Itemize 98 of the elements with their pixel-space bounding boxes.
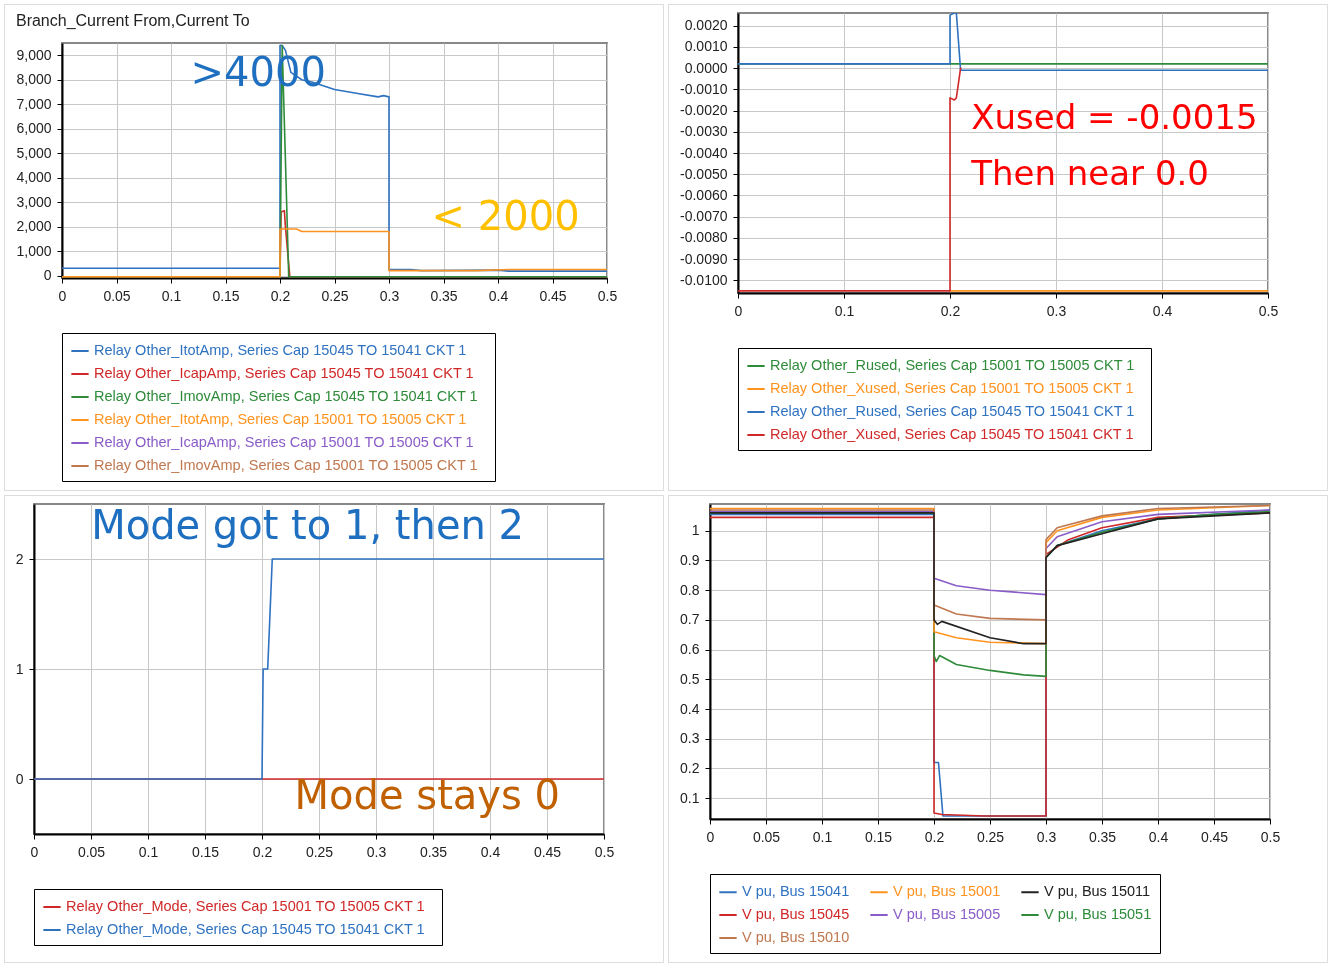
y-tick-label: -0.0100 bbox=[680, 271, 728, 288]
y-tick-label: 2,000 bbox=[16, 218, 52, 235]
annotation: < 2000 bbox=[431, 193, 580, 240]
x-tick-label: 0.5 bbox=[594, 843, 615, 860]
x-tick-label: 0.35 bbox=[430, 287, 458, 304]
x-tick-label: 0.4 bbox=[480, 843, 501, 860]
x-tick-label: 0.35 bbox=[1088, 828, 1117, 845]
legend-label: V pu, Bus 15041 bbox=[742, 883, 850, 900]
x-tick-label: 0.45 bbox=[1200, 828, 1229, 845]
y-tick-label: -0.0010 bbox=[680, 80, 728, 97]
x-tick-label: 0.3 bbox=[379, 287, 400, 304]
y-tick-label: 0 bbox=[15, 770, 24, 787]
x-tick-label: 0.5 bbox=[1258, 302, 1279, 319]
y-tick-label: 0.0000 bbox=[684, 59, 728, 76]
x-tick-label: 0.2 bbox=[924, 828, 945, 845]
y-tick-label: 0.7 bbox=[680, 611, 700, 628]
y-tick-label: 0.1 bbox=[680, 789, 700, 806]
legend-label: Relay Other_ImovAmp, Series Cap 15045 TO 15041 CKT 1 bbox=[94, 388, 478, 404]
x-tick-label: 0.35 bbox=[419, 843, 448, 860]
legend-label: Relay Other_ItotAmp, Series Cap 15045 TO 15041 CKT 1 bbox=[94, 342, 467, 358]
x-tick-label: 0.3 bbox=[366, 843, 387, 860]
legend-label: V pu, Bus 15001 bbox=[893, 883, 1001, 900]
x-tick-label: 0.4 bbox=[1148, 828, 1169, 845]
y-tick-label: 0.6 bbox=[680, 641, 700, 658]
x-tick-label: 0.2 bbox=[270, 287, 291, 304]
x-tick-label: 0.2 bbox=[252, 843, 273, 860]
legend-label: V pu, Bus 15005 bbox=[893, 906, 1001, 922]
y-tick-label: 0.5 bbox=[680, 670, 700, 687]
chart-title: Branch_Current From,Current To bbox=[15, 12, 250, 30]
x-tick-label: 0.45 bbox=[533, 843, 562, 860]
y-tick-label: 2 bbox=[15, 550, 24, 567]
y-tick-label: 8,000 bbox=[16, 71, 52, 88]
y-tick-label: 0.0010 bbox=[684, 38, 728, 55]
legend-label: V pu, Bus 15051 bbox=[1044, 906, 1152, 922]
x-tick-label: 0 bbox=[734, 302, 743, 319]
y-tick-label: 0.2 bbox=[680, 759, 700, 776]
y-tick-label: 0 bbox=[43, 267, 52, 284]
x-tick-label: 0.1 bbox=[834, 302, 855, 319]
annotation: Mode got to 1, then 2 bbox=[91, 502, 525, 549]
annotation: Then near 0.0 bbox=[970, 153, 1209, 194]
y-tick-label: -0.0050 bbox=[680, 165, 728, 182]
annotation: Mode stays 0 bbox=[294, 771, 561, 818]
x-tick-label: 0.05 bbox=[77, 843, 106, 860]
annotation: Xused = -0.0015 bbox=[971, 97, 1258, 138]
y-tick-label: -0.0020 bbox=[680, 102, 728, 119]
y-tick-label: 9,000 bbox=[16, 46, 52, 63]
y-tick-label: 3,000 bbox=[16, 193, 52, 210]
legend-label: Relay Other_IcapAmp, Series Cap 15045 TO 15041 CKT 1 bbox=[94, 365, 474, 381]
x-tick-label: 0.1 bbox=[812, 828, 833, 845]
legend-label: Relay Other_Mode, Series Cap 15045 TO 15041 CKT 1 bbox=[66, 921, 425, 937]
y-tick-label: 6,000 bbox=[16, 120, 52, 137]
y-tick-label: 0.8 bbox=[680, 581, 700, 598]
y-tick-label: 1 bbox=[691, 522, 700, 539]
y-tick-label: 0.9 bbox=[680, 551, 700, 568]
y-tick-label: -0.0070 bbox=[680, 208, 728, 225]
x-tick-label: 0.45 bbox=[539, 287, 567, 304]
x-tick-label: 0.1 bbox=[161, 287, 182, 304]
y-tick-label: -0.0080 bbox=[680, 229, 728, 246]
x-tick-label: 0.25 bbox=[321, 287, 349, 304]
y-tick-label: 1 bbox=[15, 660, 24, 677]
legend-label: Relay Other_ItotAmp, Series Cap 15001 TO 15005 CKT 1 bbox=[94, 411, 467, 427]
y-tick-label: 7,000 bbox=[16, 95, 52, 112]
x-tick-label: 0.4 bbox=[488, 287, 509, 304]
x-tick-label: 0.5 bbox=[1260, 828, 1281, 845]
y-tick-label: 0.0020 bbox=[684, 17, 728, 34]
legend-label: Relay Other_Rused, Series Cap 15001 TO 15005 CKT 1 bbox=[770, 357, 1135, 373]
x-tick-label: 0.1 bbox=[138, 843, 159, 860]
legend-label: Relay Other_Xused, Series Cap 15045 TO 15041 CKT 1 bbox=[770, 426, 1134, 442]
legend-label: V pu, Bus 15010 bbox=[742, 929, 850, 945]
x-tick-label: 0.15 bbox=[864, 828, 893, 845]
y-tick-label: -0.0060 bbox=[680, 186, 728, 203]
x-tick-label: 0.15 bbox=[212, 287, 240, 304]
x-tick-label: 0.05 bbox=[103, 287, 131, 304]
x-tick-label: 0.15 bbox=[191, 843, 220, 860]
y-tick-label: -0.0040 bbox=[680, 144, 728, 161]
legend-label: Relay Other_Rused, Series Cap 15045 TO 15041 CKT 1 bbox=[770, 403, 1135, 419]
x-tick-label: 0.25 bbox=[305, 843, 334, 860]
y-tick-label: 0.4 bbox=[680, 700, 700, 717]
legend-label: Relay Other_Xused, Series Cap 15001 TO 15005 CKT 1 bbox=[770, 380, 1134, 396]
x-tick-label: 0.2 bbox=[940, 302, 961, 319]
y-tick-label: 5,000 bbox=[16, 144, 52, 161]
legend-label: V pu, Bus 15045 bbox=[742, 906, 850, 922]
y-tick-label: -0.0090 bbox=[680, 250, 728, 267]
y-tick-label: 4,000 bbox=[16, 169, 52, 186]
x-tick-label: 0.3 bbox=[1036, 828, 1057, 845]
legend-label: Relay Other_Mode, Series Cap 15001 TO 15005 CKT 1 bbox=[66, 898, 425, 914]
x-tick-label: 0.3 bbox=[1046, 302, 1067, 319]
legend-label: Relay Other_IcapAmp, Series Cap 15001 TO 15005 CKT 1 bbox=[94, 434, 474, 450]
x-tick-label: 0.4 bbox=[1152, 302, 1173, 319]
x-tick-label: 0 bbox=[58, 287, 67, 304]
y-tick-label: 1,000 bbox=[16, 242, 52, 259]
y-tick-label: -0.0030 bbox=[680, 123, 728, 140]
x-tick-label: 0.05 bbox=[752, 828, 781, 845]
y-tick-label: 0.3 bbox=[680, 730, 700, 747]
x-tick-label: 0.25 bbox=[976, 828, 1005, 845]
legend-label: Relay Other_ImovAmp, Series Cap 15001 TO 15005 CKT 1 bbox=[94, 457, 478, 473]
legend-label: V pu, Bus 15011 bbox=[1044, 883, 1151, 900]
x-tick-label: 0.5 bbox=[597, 287, 618, 304]
